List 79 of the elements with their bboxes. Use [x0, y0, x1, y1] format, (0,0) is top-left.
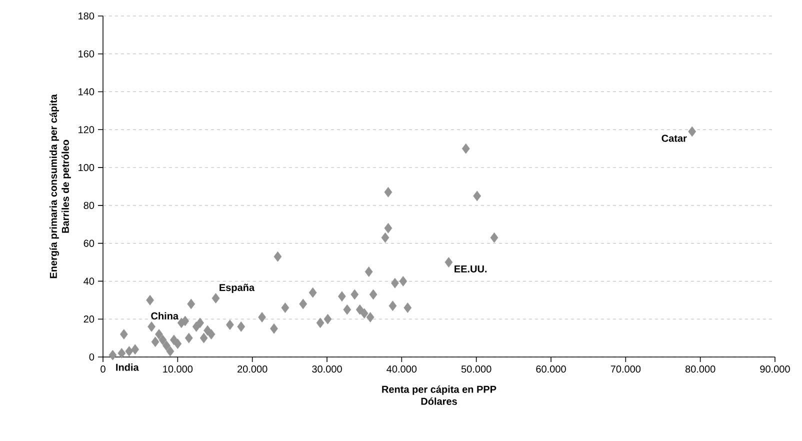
text: Barriles de petróleo — [62, 140, 71, 233]
point — [384, 186, 392, 198]
point — [381, 232, 390, 243]
point — [366, 312, 374, 322]
point — [166, 346, 174, 357]
point — [384, 222, 392, 234]
point — [281, 302, 290, 313]
point — [324, 314, 332, 324]
x-tick-label: 40.000 — [386, 366, 417, 373]
point — [299, 298, 308, 310]
point — [187, 298, 196, 310]
point — [174, 338, 182, 349]
point — [120, 329, 128, 340]
point — [356, 304, 364, 315]
x-tick-label: 30.000 — [312, 366, 342, 373]
text: Energía primaria consumida per cápita — [50, 94, 59, 278]
y-tick-label: 120 — [78, 126, 94, 134]
point — [388, 300, 397, 312]
y-tick-label: 80 — [84, 202, 94, 209]
x-tick-label: 0 — [100, 366, 106, 373]
y-tick-label: 0 — [89, 353, 94, 361]
point — [212, 293, 220, 304]
point — [308, 287, 317, 298]
point — [274, 251, 282, 262]
y-tick-label: 140 — [78, 88, 94, 96]
y-tick-label: 20 — [84, 316, 94, 323]
point — [462, 143, 470, 154]
point — [148, 321, 156, 332]
x-tick-label: 70.000 — [610, 366, 641, 373]
x-tick-label: 20.000 — [238, 366, 268, 373]
point — [155, 329, 163, 340]
point — [338, 291, 346, 302]
annotation: India — [116, 364, 139, 371]
text: Renta per cápita en PPP — [382, 385, 496, 395]
point — [146, 294, 154, 306]
y-tick-label: 40 — [84, 278, 94, 285]
point — [258, 312, 266, 322]
point — [444, 257, 453, 268]
y-tick-label: 100 — [78, 164, 94, 172]
x-tick-label: 10.000 — [163, 366, 193, 373]
annotation: China — [151, 312, 179, 320]
x-tick-label: 60.000 — [536, 366, 566, 373]
x-tick-label: 90.000 — [760, 366, 790, 373]
point — [473, 190, 482, 202]
point — [364, 266, 373, 277]
point — [184, 332, 193, 344]
point — [237, 321, 246, 332]
point — [181, 316, 190, 326]
point — [125, 346, 134, 357]
annotation: España — [220, 284, 255, 294]
point — [207, 329, 216, 340]
point — [151, 336, 160, 348]
x-tick-label: 80.000 — [685, 366, 716, 373]
point — [162, 340, 170, 351]
x-tick-label: 50.000 — [461, 366, 492, 373]
y-tick-label: 180 — [78, 12, 94, 20]
point — [399, 276, 408, 286]
point — [226, 320, 234, 330]
point — [196, 318, 204, 328]
point — [316, 318, 324, 328]
point — [270, 323, 278, 334]
point — [404, 302, 412, 313]
y-tick-label: 60 — [84, 240, 94, 247]
text: Dólares — [421, 397, 457, 405]
y-tick-label: 160 — [78, 50, 94, 58]
point — [350, 289, 359, 300]
annotation: Catar — [662, 134, 687, 142]
point — [131, 344, 140, 355]
point — [108, 350, 117, 360]
point — [343, 304, 352, 315]
point — [200, 332, 208, 344]
point — [688, 126, 696, 137]
point — [369, 289, 378, 300]
point — [391, 278, 399, 288]
point — [158, 334, 167, 346]
annotation: EE.UU. — [454, 265, 487, 272]
point — [490, 232, 498, 243]
point — [360, 308, 368, 319]
point — [118, 348, 126, 358]
